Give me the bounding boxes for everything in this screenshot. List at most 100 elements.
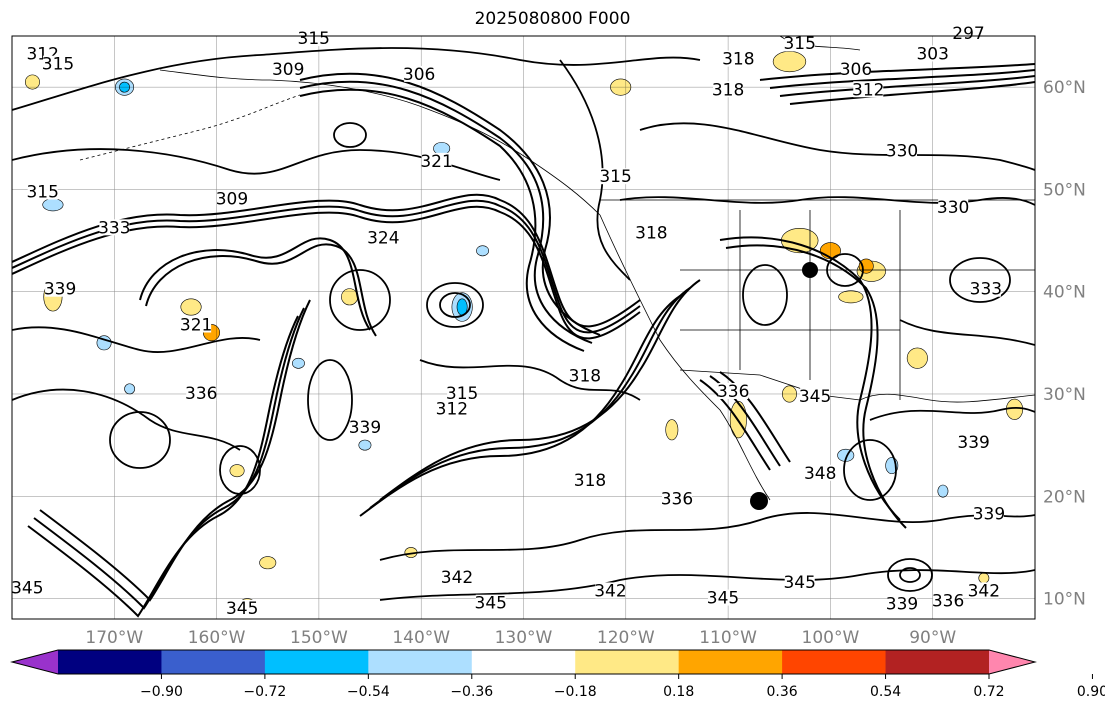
- jet-contour-coast-1: [299, 72, 601, 336]
- contour-label-bg: [718, 382, 749, 399]
- jet-contour-north-3: [12, 205, 641, 340]
- contour-label: 345: [799, 387, 831, 407]
- colorbar-extend-low: [12, 650, 58, 674]
- latitude-label: 10°N: [1043, 590, 1086, 610]
- colorbar-tick-label: −0.36: [450, 684, 493, 700]
- colorbar-tick-label: 0.18: [663, 684, 694, 700]
- gulf-coast: [859, 393, 1035, 403]
- map-title: 2025080800 F000: [474, 9, 631, 29]
- contour-label: 333: [970, 280, 1002, 300]
- colorbar-tick-label: 0.72: [973, 684, 1004, 700]
- contour-label: 315: [783, 34, 815, 54]
- contour-label-bg: [636, 224, 667, 241]
- jet-contour-canada-1: [759, 63, 1035, 81]
- colorbar-tick-label: −0.18: [554, 684, 597, 700]
- longitude-label: 130°W: [495, 628, 553, 648]
- contour-label-bg: [917, 45, 948, 62]
- contour-cell: [843, 439, 897, 501]
- contour-label-bg: [933, 592, 964, 609]
- anomaly-patch: [665, 419, 679, 441]
- contour-label-bg: [45, 280, 76, 297]
- contour-label: 318: [712, 80, 744, 100]
- state-borders: [680, 210, 1035, 400]
- contour-label-bg: [349, 418, 380, 435]
- latitude-label: 50°N: [1043, 180, 1086, 200]
- longitude-label: 120°W: [597, 628, 655, 648]
- jet-contour-subtrop-3: [359, 295, 681, 517]
- longitude-label: 140°W: [392, 628, 450, 648]
- contour-cell: [899, 567, 921, 583]
- contour-label: 348: [804, 464, 836, 484]
- jet-contour-canada-2: [769, 69, 1035, 89]
- colorbar-segment: [264, 650, 369, 674]
- contour-label: 330: [886, 142, 918, 162]
- contour-line: [639, 122, 1035, 171]
- contour-label-bg: [784, 35, 815, 52]
- contour-label-bg: [216, 190, 247, 207]
- contour-cell: [887, 558, 933, 592]
- contour-label-bg: [404, 65, 435, 82]
- west-coast: [599, 214, 771, 501]
- latitude-label: 20°N: [1043, 487, 1086, 507]
- contour-label: 321: [420, 152, 452, 172]
- contour-label: 345: [475, 594, 507, 614]
- contour-cell: [329, 269, 391, 331]
- colorbar-segment: [161, 650, 266, 674]
- contour-label-bg: [447, 385, 478, 402]
- contour-label: 339: [973, 505, 1005, 525]
- contour-label: 306: [840, 60, 872, 80]
- anomaly-patch: [838, 290, 864, 304]
- contour-line: [899, 319, 1035, 346]
- contour-label-bg: [958, 434, 989, 451]
- contour-label: 315: [446, 384, 478, 404]
- anomaly-patch: [782, 385, 797, 403]
- contour-label: 312: [852, 80, 884, 100]
- jet-contour-west-trough-2: [33, 307, 305, 610]
- contour-label-bg: [713, 81, 744, 98]
- anomaly-patch: [358, 439, 372, 451]
- longitude-label: 160°W: [188, 628, 246, 648]
- anomaly-patch: [24, 74, 40, 90]
- contour-label-bg: [953, 25, 984, 41]
- anomaly-patch: [858, 258, 874, 274]
- contour-label-bg: [442, 569, 473, 586]
- contour-label-bg: [968, 582, 999, 599]
- colorbar-segment: [58, 650, 162, 674]
- jet-contour-canada-3: [779, 75, 1035, 97]
- anomaly-patch: [180, 298, 202, 316]
- contour-line: [379, 569, 1035, 601]
- contour-label-bg: [723, 50, 754, 67]
- contour-label-bg: [475, 594, 506, 611]
- contour-label: 318: [574, 471, 606, 491]
- contour-label: 306: [403, 65, 435, 85]
- longitude-label: 90°W: [909, 628, 956, 648]
- contour-cell: [439, 292, 471, 318]
- us-mexico-border: [679, 369, 861, 401]
- contour-label-bg: [436, 400, 467, 417]
- colorbar-segment: [678, 650, 783, 674]
- contour-label: 324: [367, 229, 399, 249]
- contour-label: 345: [11, 578, 43, 598]
- latitude-label: 60°N: [1043, 78, 1086, 98]
- longitude-label: 100°W: [802, 628, 860, 648]
- jet-contour-west-trough-3: [27, 315, 299, 618]
- contour-line: [419, 359, 641, 401]
- jet-contour-aleutian-2: [145, 243, 377, 337]
- contour-label: 336: [717, 382, 749, 402]
- contour-label-bg: [887, 142, 918, 159]
- jet-contour-north-1: [12, 193, 641, 328]
- contour-label-bg: [43, 55, 74, 72]
- contour-label-bg: [805, 464, 836, 481]
- contour-label-bg: [421, 152, 452, 169]
- jet-contour-plains-1: [719, 236, 901, 521]
- colorbar-tick-label: −0.90: [140, 684, 183, 700]
- contour-label: 336: [932, 592, 964, 612]
- contour-label: 345: [707, 589, 739, 609]
- jet-contour-canada-4: [789, 81, 1035, 105]
- contour-label: 297: [952, 24, 984, 44]
- contour-label-bg: [595, 582, 626, 599]
- contour-label-bg: [27, 183, 58, 200]
- contour-cell: [109, 411, 171, 469]
- colorbar-segment: [368, 650, 473, 674]
- jet-contour-gulf-1: [699, 379, 771, 471]
